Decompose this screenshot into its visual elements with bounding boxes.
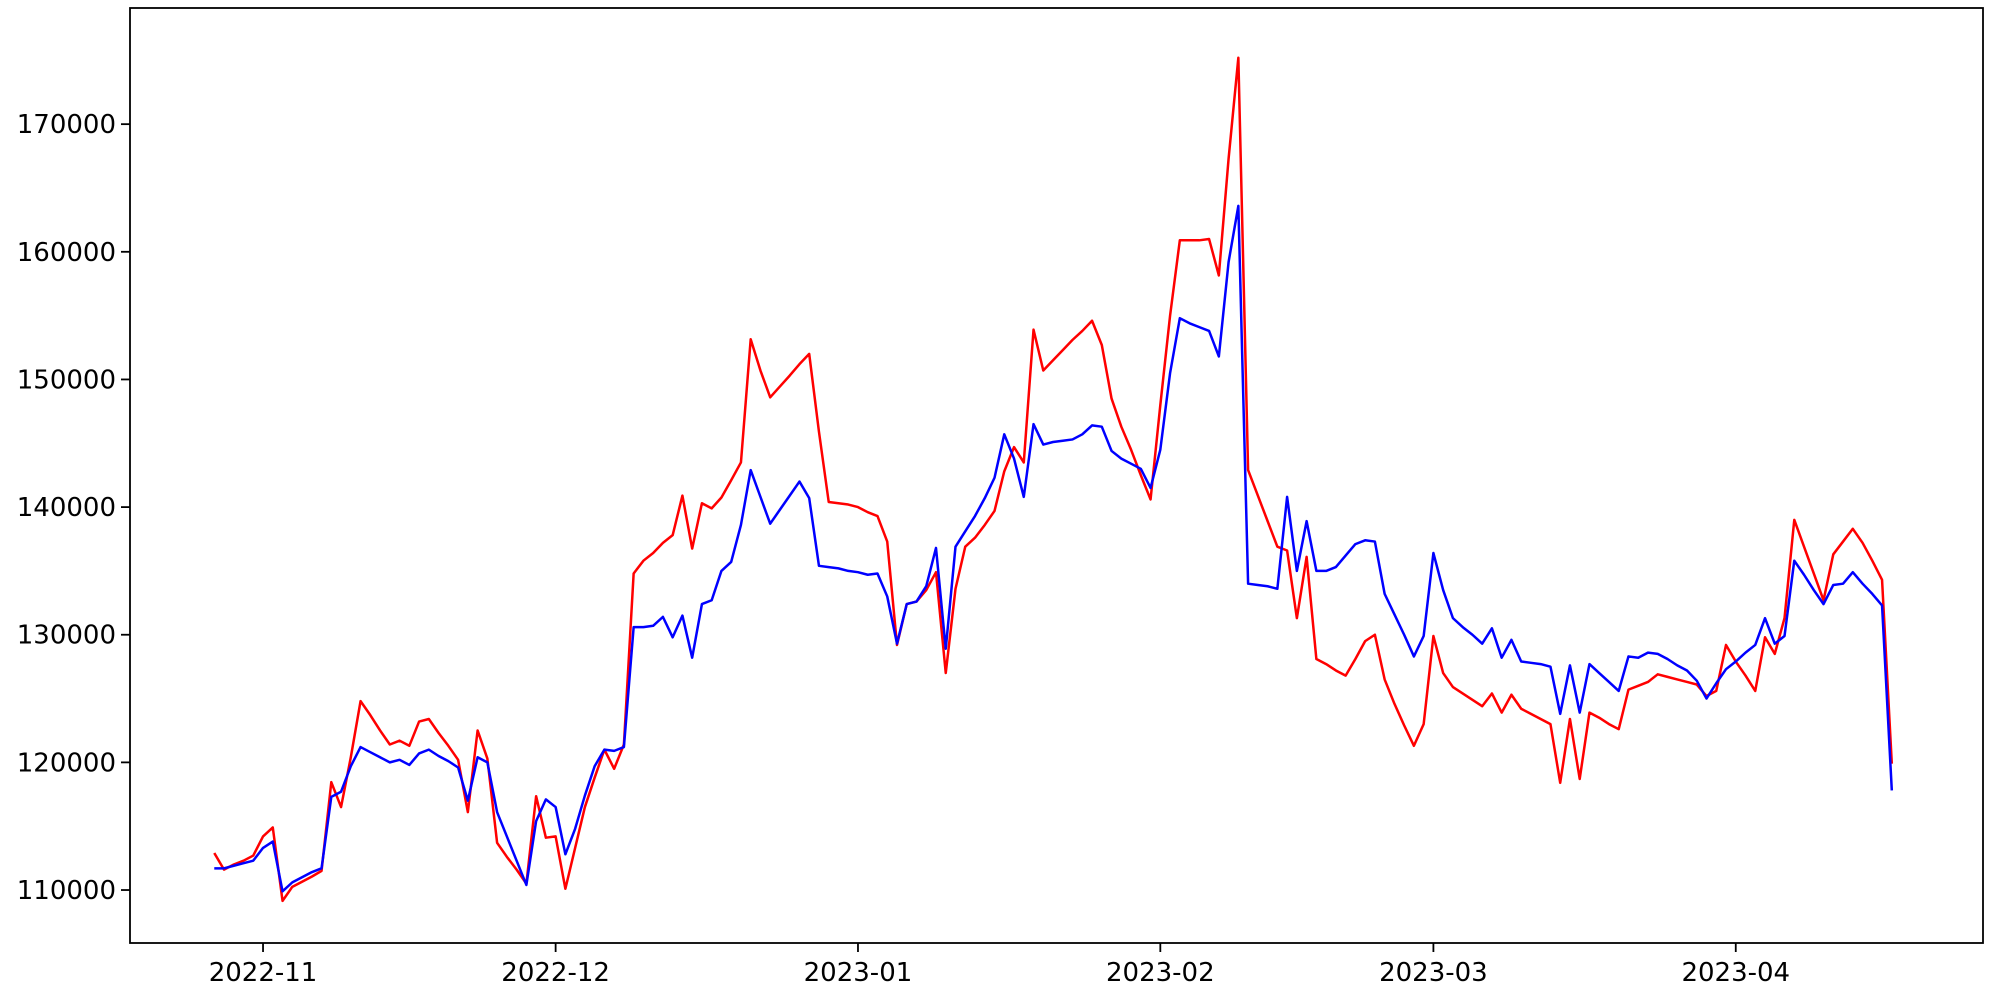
y-tick-label: 140000 xyxy=(17,493,116,523)
plot-border xyxy=(129,7,1984,944)
x-tick-label: 2022-12 xyxy=(501,958,610,988)
y-tick-label: 110000 xyxy=(17,876,116,906)
y-tick-label: 170000 xyxy=(17,110,116,140)
x-tick-label: 2023-02 xyxy=(1106,958,1215,988)
x-tick-label: 2023-01 xyxy=(804,958,913,988)
x-tick-label: 2023-03 xyxy=(1379,958,1488,988)
y-tick-label: 130000 xyxy=(17,621,116,651)
y-tick-label: 150000 xyxy=(17,365,116,395)
series-red-line xyxy=(213,56,1894,903)
x-tick-label: 2022-11 xyxy=(209,958,318,988)
y-tick-label: 160000 xyxy=(17,238,116,268)
y-tick-label: 120000 xyxy=(17,748,116,778)
x-tick-label: 2023-04 xyxy=(1681,958,1790,988)
series-blue-line xyxy=(214,204,1894,893)
